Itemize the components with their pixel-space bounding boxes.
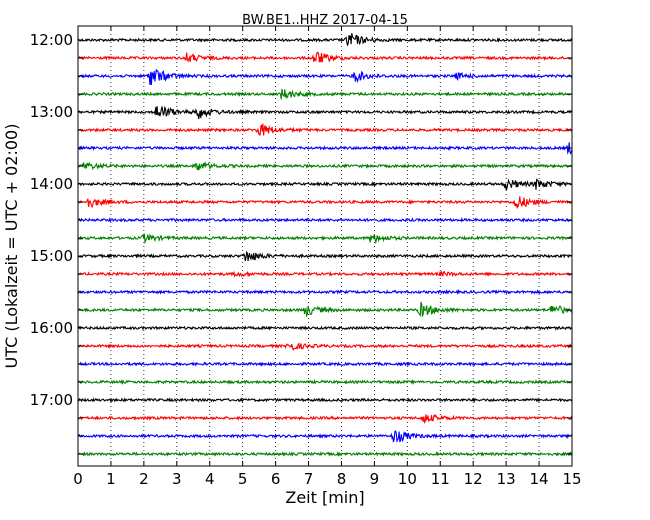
seismogram-trace	[77, 250, 573, 262]
y-tick-label: 14:00	[30, 175, 73, 193]
seismogram-trace	[77, 451, 573, 457]
seismogram-trace	[77, 196, 573, 210]
x-tick-label: 14	[530, 470, 549, 488]
seismogram-trace	[77, 160, 573, 171]
seismogram-trace	[77, 105, 573, 120]
y-tick-label: 16:00	[30, 319, 73, 337]
seismogram-trace	[77, 142, 573, 155]
seismogram-trace	[77, 361, 573, 367]
seismogram-trace	[77, 430, 573, 443]
x-axis: 0 1 2 3 4 5 6 7 8 9 10 11 12 13 14 15	[73, 26, 582, 488]
seismogram-trace	[77, 33, 573, 46]
y-tick-label: 17:00	[30, 391, 73, 409]
x-tick-label: 1	[106, 470, 116, 488]
seismogram-trace	[77, 397, 573, 403]
x-tick-label: 13	[497, 470, 516, 488]
traces	[77, 33, 573, 457]
seismogram-trace	[77, 178, 573, 191]
plot-frame	[77, 25, 573, 467]
x-tick-label: 3	[172, 470, 182, 488]
x-tick-label: 7	[304, 470, 314, 488]
seismogram-trace	[77, 123, 573, 136]
x-tick-label: 6	[271, 470, 281, 488]
x-tick-label: 12	[464, 470, 483, 488]
seismogram-trace	[77, 88, 573, 100]
y-axis-label: UTC (Lokalzeit = UTC + 02:00)	[2, 124, 21, 369]
x-tick-label: 10	[398, 470, 417, 488]
seismogram-trace	[77, 413, 573, 424]
x-tick-label: 11	[431, 470, 450, 488]
chart-title: BW.BE1..HHZ 2017-04-15	[242, 13, 408, 28]
x-tick-label: 15	[562, 470, 581, 488]
seismogram-trace	[77, 301, 573, 318]
y-axis: 12:00 13:00 14:00 15:00 16:00 17:00	[30, 31, 572, 455]
y-tick-label: 13:00	[30, 103, 73, 121]
seismogram-trace	[77, 325, 573, 331]
x-tick-label: 0	[73, 470, 83, 488]
y-tick-label: 12:00	[30, 31, 73, 49]
seismogram-trace	[77, 289, 573, 296]
x-tick-label: 9	[370, 470, 380, 488]
seismogram-trace	[77, 342, 573, 351]
y-tick-label: 15:00	[30, 247, 73, 265]
seismogram-trace	[77, 270, 573, 278]
x-tick-label: 2	[139, 470, 149, 488]
x-axis-label: Zeit [min]	[285, 488, 364, 507]
seismogram-trace	[77, 68, 573, 86]
grid-lines	[110, 26, 540, 466]
x-tick-label: 4	[205, 470, 215, 488]
seismogram-trace	[77, 379, 573, 386]
x-tick-label: 8	[337, 470, 347, 488]
seismogram-trace	[77, 217, 573, 223]
seismogram-trace	[77, 233, 573, 245]
x-tick-label: 5	[238, 470, 248, 488]
seismogram-trace	[77, 51, 573, 64]
